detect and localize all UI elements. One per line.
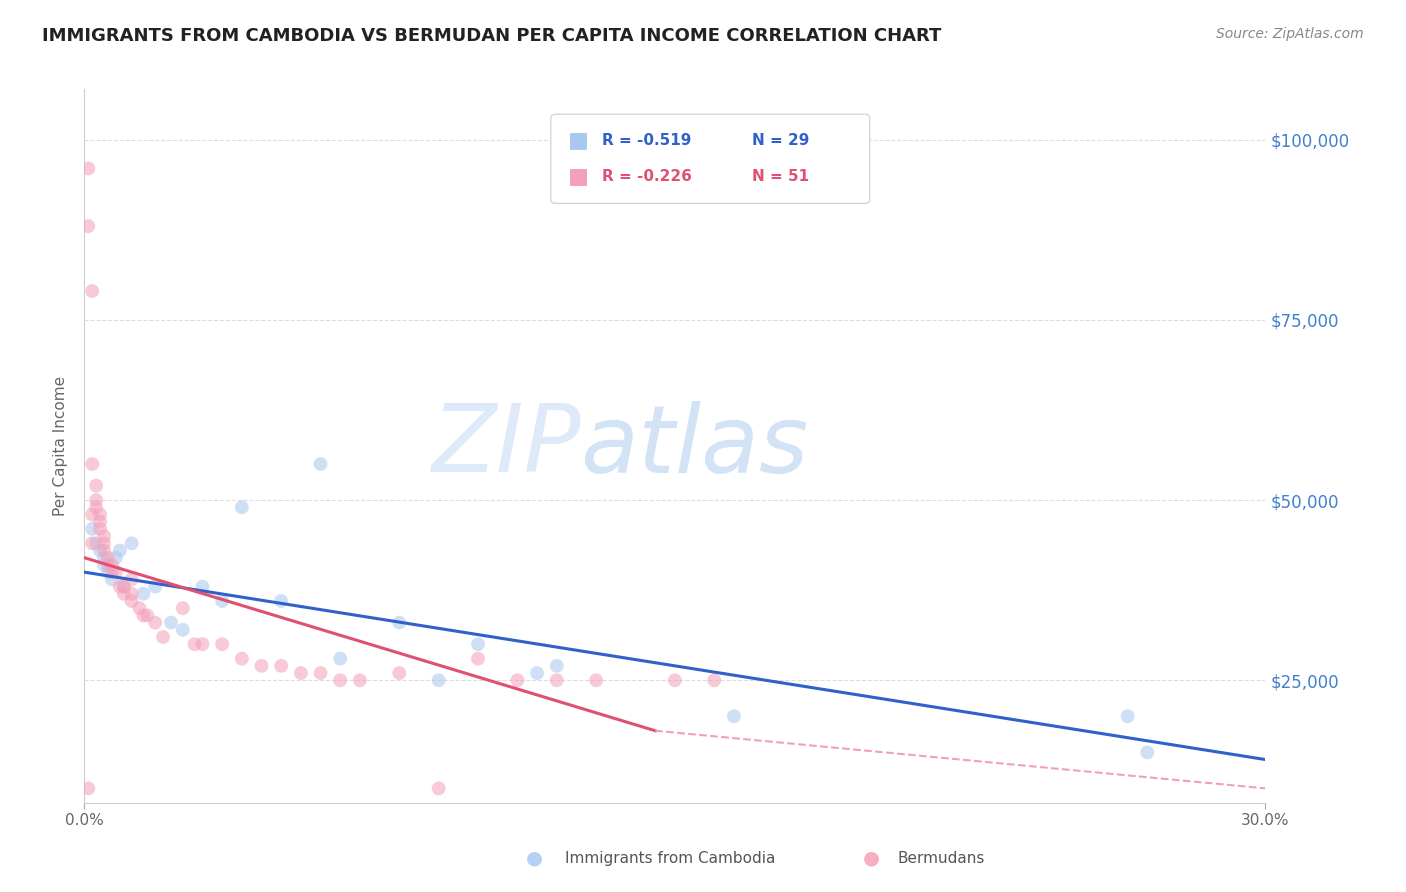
Point <box>191 637 214 651</box>
Text: Bermudans: Bermudans <box>897 851 984 865</box>
Point <box>191 580 214 594</box>
Point <box>112 580 135 594</box>
Point <box>89 522 111 536</box>
Point <box>121 587 143 601</box>
Point <box>467 651 489 665</box>
Text: ZIP: ZIP <box>430 401 581 491</box>
Text: R = -0.519: R = -0.519 <box>602 133 690 148</box>
Point <box>231 500 253 515</box>
Point <box>89 515 111 529</box>
Point <box>250 658 273 673</box>
Point <box>108 543 131 558</box>
Point <box>77 219 100 234</box>
Point <box>172 623 194 637</box>
Point <box>427 781 450 796</box>
Point <box>329 673 352 688</box>
Point <box>112 587 135 601</box>
Y-axis label: Per Capita Income: Per Capita Income <box>53 376 69 516</box>
Point <box>290 666 312 681</box>
Point <box>1136 745 1159 759</box>
Point <box>506 673 529 688</box>
Point <box>388 615 411 630</box>
Point <box>388 666 411 681</box>
Text: R = -0.226: R = -0.226 <box>602 169 692 185</box>
Point <box>160 615 183 630</box>
Text: ●: ● <box>863 848 880 868</box>
Point <box>183 637 205 651</box>
Point <box>82 522 104 536</box>
Point <box>93 536 115 550</box>
Point <box>108 580 131 594</box>
Point <box>104 550 127 565</box>
Point <box>427 673 450 688</box>
Point <box>132 587 155 601</box>
Point <box>82 457 104 471</box>
Point <box>82 284 104 298</box>
Point <box>93 550 115 565</box>
Point <box>143 615 166 630</box>
Point <box>349 673 371 688</box>
Point <box>93 529 115 543</box>
Text: N = 51: N = 51 <box>752 169 808 185</box>
Point <box>231 651 253 665</box>
Point <box>211 594 233 608</box>
Point <box>467 637 489 651</box>
Point <box>97 550 120 565</box>
Point <box>270 658 292 673</box>
Point <box>526 666 548 681</box>
Point <box>84 478 107 492</box>
Point <box>82 508 104 522</box>
Text: atlas: atlas <box>581 401 808 491</box>
Point <box>101 572 124 586</box>
Point <box>101 565 124 579</box>
Text: Immigrants from Cambodia: Immigrants from Cambodia <box>565 851 776 865</box>
Point <box>723 709 745 723</box>
Point <box>703 673 725 688</box>
FancyBboxPatch shape <box>551 114 870 203</box>
Point <box>121 594 143 608</box>
Point <box>546 658 568 673</box>
Point <box>546 673 568 688</box>
Point <box>82 536 104 550</box>
Point <box>121 536 143 550</box>
Point <box>89 543 111 558</box>
Point <box>309 666 332 681</box>
Point <box>1116 709 1139 723</box>
Point <box>89 508 111 522</box>
Point <box>84 493 107 508</box>
Text: N = 29: N = 29 <box>752 133 808 148</box>
Point <box>77 781 100 796</box>
Text: Source: ZipAtlas.com: Source: ZipAtlas.com <box>1216 27 1364 41</box>
Point <box>270 594 292 608</box>
Point <box>211 637 233 651</box>
Point <box>152 630 174 644</box>
Point <box>101 558 124 572</box>
Point <box>136 608 159 623</box>
Point <box>172 601 194 615</box>
Point <box>93 543 115 558</box>
Point <box>93 558 115 572</box>
Point <box>143 580 166 594</box>
Point <box>132 608 155 623</box>
Point <box>664 673 686 688</box>
Point <box>309 457 332 471</box>
Point <box>121 572 143 586</box>
Point <box>84 500 107 515</box>
Point <box>84 536 107 550</box>
Point <box>112 580 135 594</box>
Point <box>77 161 100 176</box>
Point <box>97 565 120 579</box>
Point <box>585 673 607 688</box>
Text: IMMIGRANTS FROM CAMBODIA VS BERMUDAN PER CAPITA INCOME CORRELATION CHART: IMMIGRANTS FROM CAMBODIA VS BERMUDAN PER… <box>42 27 942 45</box>
Point <box>329 651 352 665</box>
Point <box>104 565 127 579</box>
Text: ●: ● <box>526 848 543 868</box>
Point <box>128 601 150 615</box>
Point <box>97 558 120 572</box>
